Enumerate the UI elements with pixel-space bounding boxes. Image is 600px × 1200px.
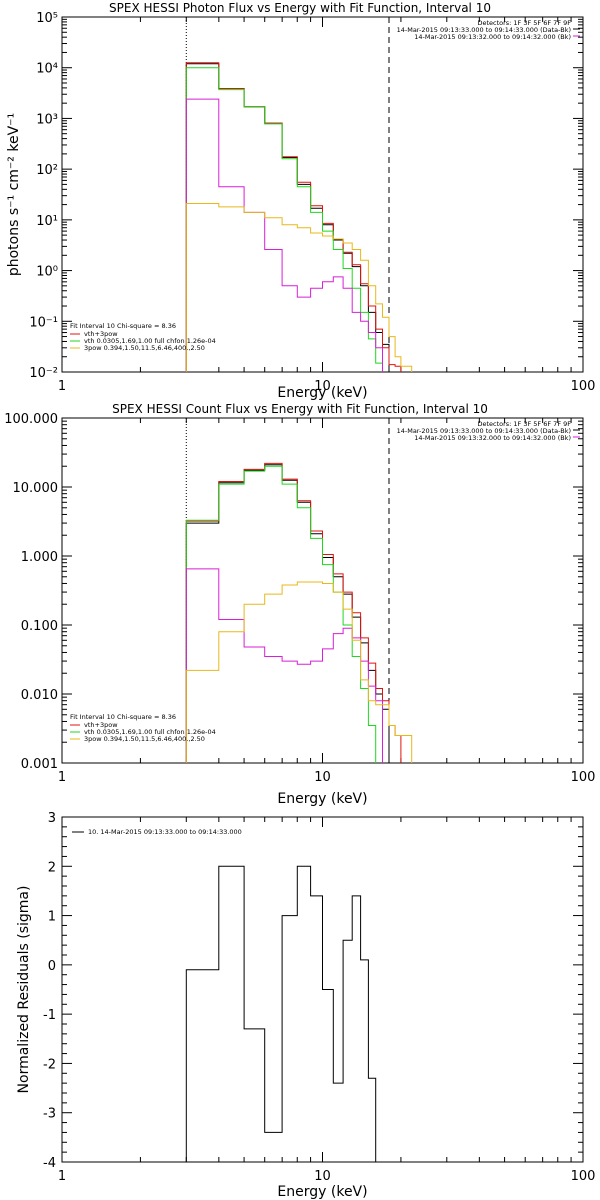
legend-top-right-line: Detectors: 1F 3F 5F 6F 7F 9F	[477, 19, 571, 27]
y-tick-label: 0.010	[21, 688, 58, 703]
series-magenta-line	[185, 568, 383, 763]
y-tick-label: -4	[43, 1156, 56, 1171]
legend-residual-label: 10. 14-Mar-2015 09:13:33.000 to 09:14:33…	[88, 828, 242, 836]
legend-fit-entry: vth 0.0305,1.69,1.00 full chfon 1.26e-04	[84, 337, 216, 345]
series-yellow-line	[185, 203, 413, 372]
y-tick-label: 100.000	[4, 412, 58, 427]
legend-fit-header: Fit Interval 10 Chi-square = 8.36	[70, 322, 176, 330]
y-tick-label: -2	[43, 1057, 56, 1072]
x-tick-label: 1	[58, 379, 66, 394]
series-group-1	[185, 62, 413, 372]
series-group-2	[185, 462, 413, 763]
legend-top-right-line: 14-Mar-2015 09:13:32.000 to 09:14:32.000…	[414, 33, 571, 41]
y-tick-label: 10⁰	[36, 265, 58, 280]
series-black-line	[185, 464, 390, 763]
plot-frame-1	[61, 16, 584, 373]
legend-fit-entry: vth+3pow	[84, 330, 118, 338]
legend-fit-header: Fit Interval 10 Chi-square = 8.36	[70, 713, 176, 721]
y-tick-label: 0.100	[21, 619, 58, 634]
y-tick-label: 10⁻²	[29, 366, 58, 381]
y-tick-label: 10.000	[13, 481, 59, 496]
x-tick-label: 1	[58, 770, 66, 785]
x-tick-label: 10	[314, 1169, 331, 1184]
y-tick-label: 10²	[36, 163, 58, 178]
y-tick-label: 10⁴	[36, 62, 58, 77]
legend-fit-entry: 3pow 0.394,1.50,11.5,6.46,400.,2.50	[84, 344, 205, 352]
x-tick-label: 1	[58, 1169, 66, 1184]
x-axis-label: Energy (keV)	[277, 1184, 367, 1200]
chart-title: SPEX HESSI Count Flux vs Energy with Fit…	[112, 402, 488, 416]
x-tick-label: 10	[314, 770, 331, 785]
chart-title: SPEX HESSI Photon Flux vs Energy with Fi…	[109, 1, 491, 15]
y-axis-label: photons s⁻¹ cm⁻² keV⁻¹	[6, 113, 22, 276]
legend-fit-entry: vth 0.0305,1.69,1.00 full chfon 1.26e-04	[84, 728, 216, 736]
legend-top-right-line: Detectors: 1F 3F 5F 6F 7F 9F	[477, 420, 571, 428]
legend-fit-entry: 3pow 0.394,1.50,11.5,6.46,400.,2.50	[84, 735, 205, 743]
y-tick-label: 10³	[36, 112, 58, 127]
x-tick-label: 100	[571, 1169, 596, 1184]
x-tick-label: 10	[314, 379, 331, 394]
legend-top-right-line: 14-Mar-2015 09:13:32.000 to 09:14:32.000…	[414, 434, 571, 442]
y-tick-label: 10⁵	[36, 11, 58, 26]
x-axis-label: Energy (keV)	[277, 791, 367, 807]
series-green-line	[185, 465, 377, 763]
y-tick-label: 10¹	[36, 214, 58, 229]
y-tick-label: 10⁻¹	[29, 315, 58, 330]
legend-fit-entry: vth+3pow	[84, 721, 118, 729]
y-tick-label: 1	[48, 910, 56, 925]
series-group-3	[185, 865, 389, 1162]
y-tick-label: 1.000	[21, 550, 58, 565]
x-axis-label: Energy (keV)	[277, 385, 367, 401]
x-tick-label: 100	[571, 379, 596, 394]
y-tick-label: -3	[43, 1107, 56, 1122]
legend-top-right-line: 14-Mar-2015 09:13:33.000 to 09:14:33.000…	[397, 427, 571, 435]
series-black-line	[185, 865, 389, 1162]
y-tick-label: 3	[48, 811, 56, 826]
x-tick-label: 100	[571, 770, 596, 785]
series-red-line	[185, 462, 402, 763]
series-green-line	[185, 67, 383, 372]
series-black-line	[185, 63, 390, 372]
plot-frame-2	[61, 417, 584, 764]
y-axis-label: Normalized Residuals (sigma)	[16, 886, 32, 1094]
series-yellow-line	[185, 581, 413, 763]
series-magenta-line	[185, 98, 383, 372]
y-tick-label: -1	[43, 1008, 56, 1023]
y-tick-label: 0	[48, 959, 56, 974]
y-tick-label: 0.001	[21, 757, 58, 772]
y-tick-label: 2	[48, 860, 56, 875]
legend-top-right-line: 14-Mar-2015 09:13:33.000 to 09:14:33.000…	[397, 26, 571, 34]
